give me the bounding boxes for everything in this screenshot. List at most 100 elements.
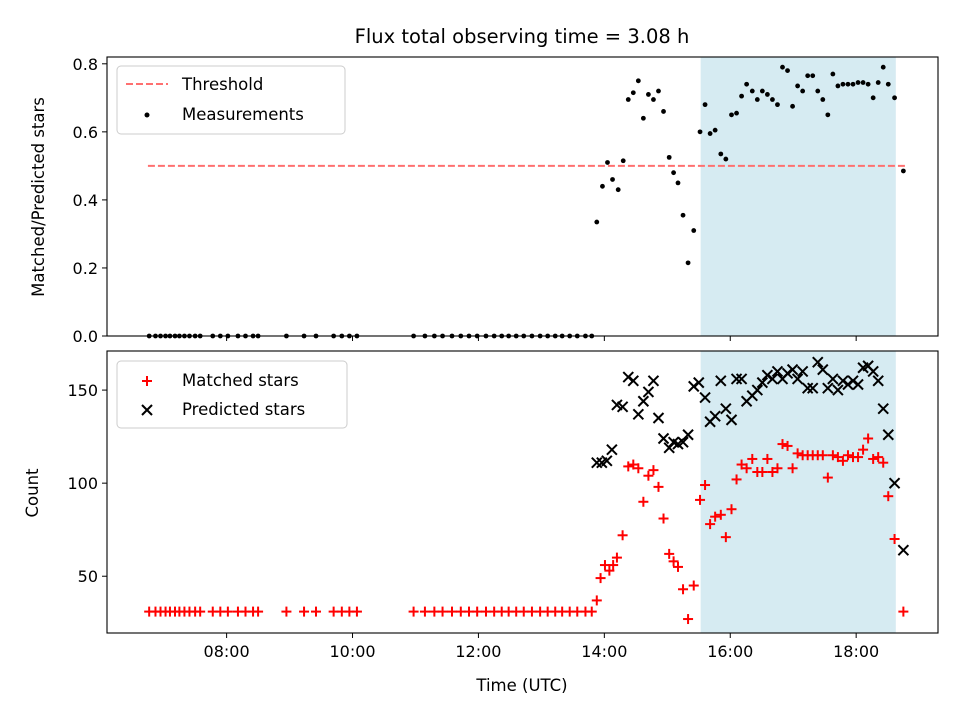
matched-stars-point <box>351 606 362 617</box>
measurement-point <box>707 131 713 136</box>
measurement-point <box>646 92 651 97</box>
measurement-point <box>850 81 856 87</box>
measurement-point <box>749 88 755 94</box>
top-y-tick-label: 0.4 <box>73 191 98 210</box>
measurement-point <box>900 168 906 174</box>
top-legend-box <box>116 65 346 135</box>
predicted-stars-point <box>796 365 809 378</box>
measurement-point <box>815 88 821 94</box>
bottom-panel: 50 100 150 08:00 10:00 12:00 14:00 16:00 18:00 C… <box>23 350 939 695</box>
matched-stars-point <box>281 606 292 617</box>
measurement-point <box>845 81 851 87</box>
predicted-stars-point <box>867 365 879 378</box>
measurement-point <box>759 88 765 94</box>
measurement-point <box>880 64 886 70</box>
matched-stars-point <box>700 480 711 491</box>
measurement-point <box>605 160 610 165</box>
measurement-point <box>820 97 826 102</box>
measurement-point <box>702 102 708 108</box>
predicted-stars-point <box>682 429 694 441</box>
matched-stars-point <box>889 534 900 544</box>
matched-stars-point <box>595 573 606 584</box>
predicted-stars-point <box>791 373 804 385</box>
matched-stars-point <box>782 440 793 451</box>
predicted-stars-point <box>756 376 769 389</box>
measurement-point <box>739 93 744 99</box>
measurement-point <box>661 109 666 114</box>
matched-stars-point <box>419 606 430 617</box>
predicted-stars-point <box>715 375 727 387</box>
measurement-point <box>780 64 785 70</box>
matched-stars-point <box>672 561 683 572</box>
matched-stars-point <box>822 472 833 483</box>
bottom-axes-frame <box>106 350 939 634</box>
predicted-stars-point <box>616 401 629 413</box>
bottom-legend: Matched stars Predicted stars <box>116 360 348 429</box>
bottom-x-tick-label: 18:00 <box>833 642 879 661</box>
legend-predicted-label: Predicted stars <box>182 400 305 419</box>
predicted-stars-point <box>730 373 743 385</box>
predicted-stars-point <box>897 544 910 556</box>
predicted-stars-point <box>637 395 650 407</box>
predicted-stars-point <box>877 402 889 415</box>
measurement-point <box>790 103 795 109</box>
matched-stars-point <box>628 459 639 470</box>
matched-stars-point <box>787 463 798 474</box>
matched-stars-point <box>868 453 879 464</box>
top-axes-frame <box>106 56 939 337</box>
matched-stars-point <box>837 455 848 466</box>
top-legend: Threshold Measurements <box>116 65 346 135</box>
matched-stars-point <box>715 509 726 520</box>
bottom-highlight-span <box>700 351 896 633</box>
predicted-stars-point <box>817 363 829 376</box>
measurement-point <box>630 90 636 96</box>
bottom-x-tick-label: 14:00 <box>581 642 627 661</box>
measurement-point <box>675 180 681 186</box>
matched-stars-point <box>683 614 694 625</box>
matched-stars-point <box>408 606 419 617</box>
predicted-stars-point <box>807 382 819 394</box>
bottom-x-tick-label: 16:00 <box>707 642 753 661</box>
predicted-stars-point <box>766 373 779 385</box>
measurement-point <box>785 68 790 74</box>
matched-stars-point <box>878 457 889 468</box>
matched-stars-point <box>726 504 737 515</box>
predicted-stars-point <box>720 402 732 415</box>
matched-stars-point <box>736 459 747 470</box>
measurement-point <box>610 177 615 182</box>
matched-stars-point <box>253 606 264 617</box>
top-plot-layer <box>146 64 906 339</box>
matched-stars-point <box>678 584 689 595</box>
matched-stars-point <box>664 548 675 559</box>
matched-stars-point <box>842 450 853 461</box>
matched-stars-point <box>668 556 679 567</box>
matched-stars-point <box>720 532 731 543</box>
matched-stars-point <box>777 439 788 450</box>
top-y-axis-label: Matched/Predicted stars <box>29 97 48 297</box>
measurement-point <box>775 102 780 108</box>
predicted-stars-point <box>591 456 603 469</box>
top-y-tick-label: 0.2 <box>73 259 98 278</box>
predicted-stars-point <box>627 375 640 387</box>
predicted-stars-point <box>652 412 665 424</box>
legend-matched-label: Matched stars <box>182 371 299 390</box>
measurement-point <box>754 97 760 102</box>
measurement-point <box>835 83 841 89</box>
matched-stars-point <box>653 481 664 492</box>
measurement-point <box>671 170 676 176</box>
measurement-point <box>810 73 816 79</box>
measurement-point <box>770 97 775 102</box>
predicted-stars-point <box>801 382 814 394</box>
measurement-point <box>691 228 697 233</box>
matched-stars-point <box>741 463 752 474</box>
matched-stars-point <box>747 453 758 464</box>
bottom-x-tick-label: 10:00 <box>329 642 375 661</box>
matched-stars-point <box>617 530 628 541</box>
matched-stars-point <box>832 452 843 463</box>
measurement-point <box>744 81 750 87</box>
measurement-point <box>651 97 656 102</box>
top-axes: 0.0 0.2 0.4 0.6 0.8 <box>73 55 857 346</box>
matched-stars-point <box>611 552 622 563</box>
matched-stars-point <box>299 606 310 617</box>
